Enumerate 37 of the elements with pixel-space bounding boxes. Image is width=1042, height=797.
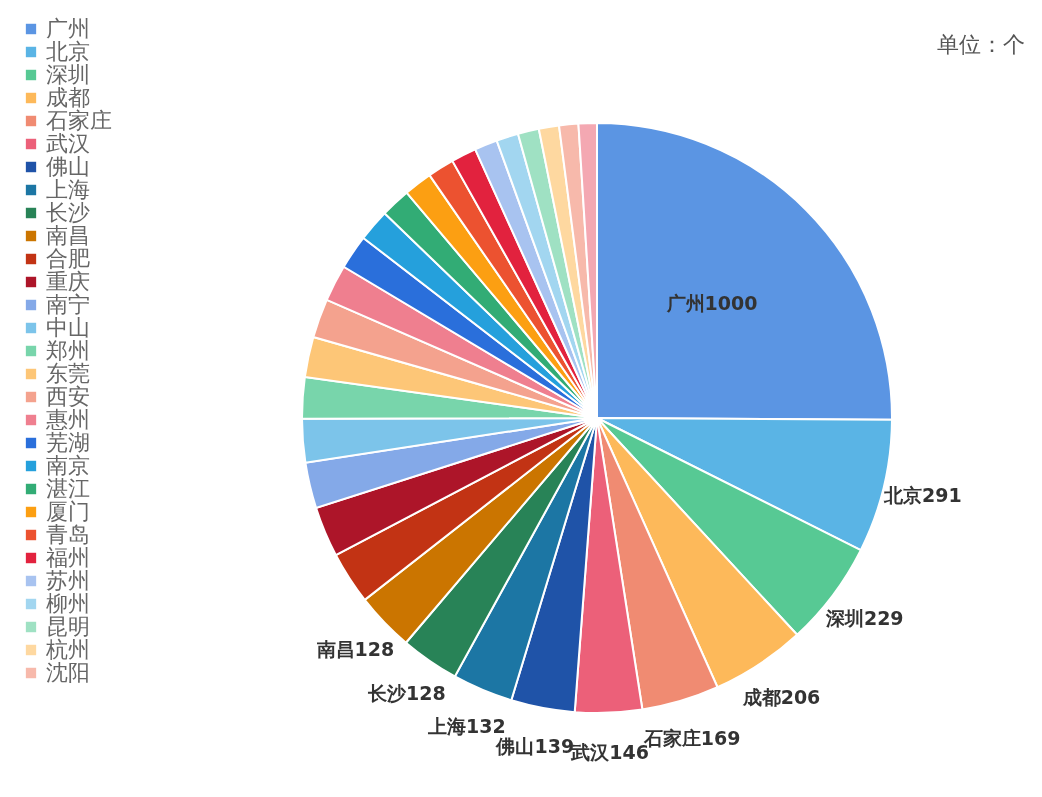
legend-label: 南昌 [46, 223, 90, 248]
data-label: 广州1000 [665, 291, 758, 314]
legend-label: 长沙 [46, 200, 90, 225]
legend-label: 惠州 [45, 407, 90, 432]
legend-label: 武汉 [46, 131, 90, 156]
legend-label: 中山 [46, 315, 90, 340]
data-label: 成都206 [741, 685, 821, 708]
legend-label: 昆明 [46, 614, 90, 639]
legend-label: 成都 [46, 85, 90, 110]
legend-label: 厦门 [46, 499, 90, 524]
legend-label: 湛江 [46, 476, 90, 501]
legend-label: 重庆 [46, 269, 90, 294]
text: 单位：个 [937, 32, 1025, 57]
legend-label: 东莞 [46, 361, 90, 386]
data-label: 北京291 [882, 483, 962, 506]
data-label: 深圳229 [824, 607, 904, 630]
legend-label: 苏州 [46, 568, 90, 593]
legend-label: 北京 [46, 39, 90, 64]
data-label: 上海132 [427, 714, 506, 737]
legend-label: 沈阳 [46, 660, 90, 685]
legend-label: 福州 [46, 545, 90, 570]
legend-label: 芜湖 [46, 430, 90, 455]
data-label: 南昌128 [315, 638, 395, 661]
legend-label: 深圳 [46, 62, 90, 87]
data-label: 长沙128 [366, 681, 446, 704]
legend-label: 上海 [46, 177, 90, 202]
legend-label: 南宁 [46, 292, 90, 317]
legend-label: 南京 [46, 453, 90, 478]
legend-label: 石家庄 [46, 108, 112, 133]
legend-label: 佛山 [46, 154, 90, 179]
legend-label: 广州 [46, 16, 90, 41]
legend-label: 郑州 [46, 338, 90, 363]
legend-label: 杭州 [45, 637, 90, 662]
legend-label: 柳州 [46, 591, 90, 616]
legend-label: 合肥 [46, 246, 90, 271]
legend-label: 青岛 [46, 522, 90, 547]
legend-label: 西安 [46, 384, 90, 409]
